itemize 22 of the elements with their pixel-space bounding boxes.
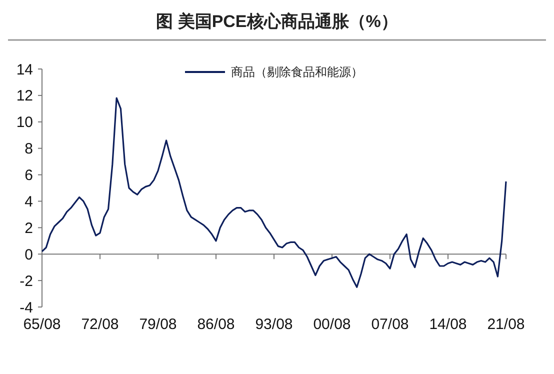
y-tick-label: 12 [16, 88, 33, 105]
y-tick-label: 8 [24, 140, 33, 158]
y-tick-label: 4 [24, 193, 33, 210]
x-tick-label: 86/08 [197, 316, 235, 333]
y-tick-label: 10 [16, 114, 33, 132]
y-tick-label: -4 [20, 299, 33, 316]
y-tick-label: -2 [20, 272, 33, 290]
y-tick-label: 0 [24, 246, 33, 264]
legend-label: 商品（剔除食品和能源） [231, 65, 363, 80]
x-tick-label: 07/08 [371, 316, 409, 333]
x-tick-label: 72/08 [81, 316, 119, 333]
x-tick-label: 00/08 [313, 316, 351, 333]
x-tick-label: 79/08 [139, 316, 177, 333]
x-tick-label: 14/08 [429, 316, 467, 333]
chart-title: 图 美国PCE核心商品通胀（%） [156, 12, 398, 31]
x-tick-label: 65/08 [23, 316, 61, 333]
x-tick-label: 21/08 [487, 316, 525, 333]
y-tick-label: 2 [24, 220, 33, 237]
y-tick-label: 14 [16, 61, 33, 78]
y-tick-label: 6 [24, 167, 33, 184]
x-tick-label: 93/08 [255, 316, 293, 333]
line-series [41, 97, 507, 288]
